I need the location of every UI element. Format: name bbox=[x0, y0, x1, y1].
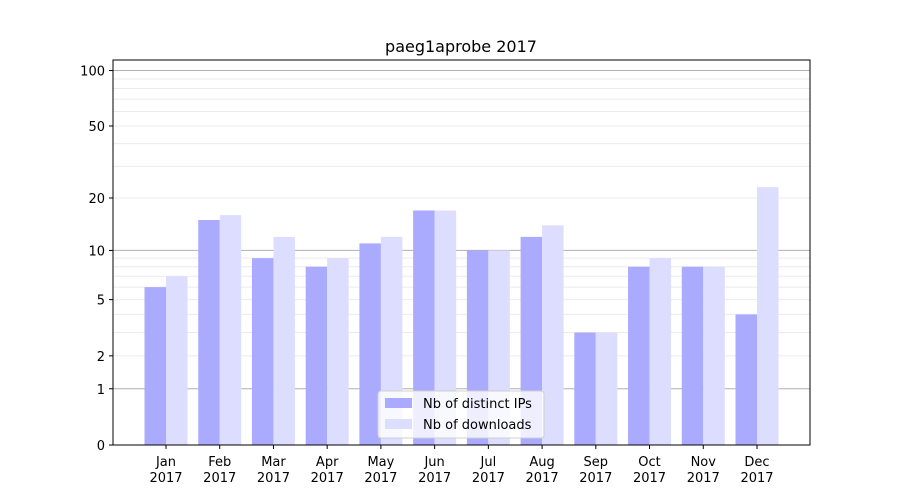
bar-downloads bbox=[757, 187, 779, 445]
bar-downloads bbox=[219, 215, 242, 445]
x-tick-label: Jul 2017 bbox=[472, 455, 505, 486]
bar-downloads bbox=[166, 276, 188, 445]
y-tick-label: 100 bbox=[80, 65, 105, 80]
bar-distinct-ips bbox=[251, 258, 274, 445]
bar-distinct-ips bbox=[144, 287, 166, 445]
bar-downloads bbox=[595, 332, 618, 445]
bar-distinct-ips bbox=[628, 266, 650, 445]
y-tick-label: 2 bbox=[97, 350, 105, 365]
x-tick-label: Nov 2017 bbox=[687, 455, 720, 486]
x-tick-label: Apr 2017 bbox=[311, 455, 344, 486]
chart-title: paeg1aprobe 2017 bbox=[385, 37, 537, 56]
x-tick-label: Jun 2017 bbox=[418, 455, 451, 486]
bar-distinct-ips bbox=[359, 243, 381, 445]
y-tick-label: 10 bbox=[88, 244, 105, 259]
x-tick-label: Sep 2017 bbox=[579, 455, 612, 486]
x-tick-label: Aug 2017 bbox=[526, 455, 559, 486]
x-tick-label: Dec 2017 bbox=[740, 455, 773, 486]
x-tick-label: Jan 2017 bbox=[149, 455, 182, 486]
y-tick-label: 1 bbox=[97, 383, 105, 398]
x-tick-label: Mar 2017 bbox=[257, 455, 290, 486]
bar-distinct-ips bbox=[574, 332, 596, 445]
x-tick-label: May 2017 bbox=[364, 455, 397, 486]
y-tick-label: 20 bbox=[88, 192, 105, 207]
legend-label: Nb of distinct IPs bbox=[423, 397, 532, 412]
axes-frame bbox=[112, 59, 811, 446]
bar-distinct-ips bbox=[735, 314, 757, 445]
x-tick-label: Feb 2017 bbox=[203, 455, 236, 486]
bar-downloads bbox=[434, 210, 457, 445]
bar-downloads bbox=[273, 236, 295, 445]
legend-label: Nb of downloads bbox=[423, 418, 532, 433]
legend: Nb of distinct IPs Nb of downloads bbox=[377, 390, 545, 439]
bar-downloads bbox=[703, 266, 725, 445]
legend-box bbox=[377, 390, 545, 439]
bar-distinct-ips bbox=[681, 266, 704, 445]
legend-swatch bbox=[385, 398, 412, 408]
y-tick-label: 0 bbox=[97, 439, 105, 454]
bar-downloads bbox=[649, 258, 672, 445]
bar-downloads bbox=[542, 225, 564, 445]
bar-downloads bbox=[327, 258, 349, 445]
legend-swatch bbox=[385, 419, 412, 429]
y-tick-label: 5 bbox=[97, 294, 105, 309]
x-tick-label: Oct 2017 bbox=[633, 455, 666, 486]
y-tick-label: 50 bbox=[88, 120, 105, 135]
bar-distinct-ips bbox=[413, 210, 435, 445]
bar-distinct-ips bbox=[198, 220, 220, 445]
bar-distinct-ips bbox=[305, 266, 328, 445]
